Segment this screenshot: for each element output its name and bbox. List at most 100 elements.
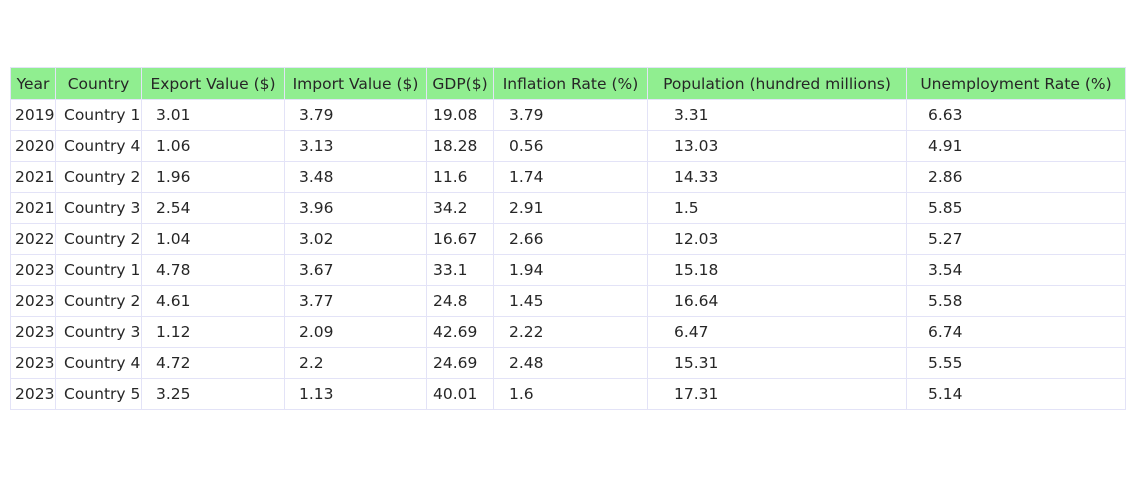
table-cell: Country 2 (55, 223, 142, 255)
table-cell: 18.28 (426, 130, 494, 162)
table-row: 2023 Country 5 3.25 1.13 40.01 1.6 17.31 5.14 (10, 378, 1126, 410)
column-header-country: Country (55, 67, 142, 100)
column-header-import-value: Import Value ($) (284, 67, 427, 100)
column-header-inflation-rate: Inflation Rate (%) (493, 67, 648, 100)
table-cell: 1.96 (141, 161, 285, 193)
table-cell: 1.6 (493, 378, 648, 410)
table-cell: 12.03 (647, 223, 907, 255)
table-cell: 34.2 (426, 192, 494, 224)
table-cell: Country 4 (55, 347, 142, 379)
table-cell: Country 5 (55, 378, 142, 410)
table-cell: 2.2 (284, 347, 427, 379)
table-cell: Country 1 (55, 99, 142, 131)
table-cell: 3.54 (906, 254, 1126, 286)
table-row: 2019 Country 1 3.01 3.79 19.08 3.79 3.31 6.63 (10, 99, 1126, 131)
table-cell: 4.72 (141, 347, 285, 379)
table-cell: 2.91 (493, 192, 648, 224)
table-cell: 0.56 (493, 130, 648, 162)
table-cell: 19.08 (426, 99, 494, 131)
table-cell: 2023 (10, 347, 56, 379)
table-cell: Country 3 (55, 316, 142, 348)
table-row: 2022 Country 2 1.04 3.02 16.67 2.66 12.03 5.27 (10, 223, 1126, 255)
table-header-row: Year Country Export Value ($) Import Val… (10, 67, 1126, 100)
table-row: 2023 Country 3 1.12 2.09 42.69 2.22 6.47 6.74 (10, 316, 1126, 348)
table-cell: 15.18 (647, 254, 907, 286)
table-cell: 3.79 (284, 99, 427, 131)
table-cell: Country 1 (55, 254, 142, 286)
table-cell: 1.45 (493, 285, 648, 317)
table-cell: 6.63 (906, 99, 1126, 131)
table-cell: 3.13 (284, 130, 427, 162)
table-cell: 5.55 (906, 347, 1126, 379)
table-cell: 13.03 (647, 130, 907, 162)
table-cell: 3.48 (284, 161, 427, 193)
table-cell: 1.94 (493, 254, 648, 286)
table-cell: 24.69 (426, 347, 494, 379)
table-cell: Country 2 (55, 285, 142, 317)
table-cell: Country 4 (55, 130, 142, 162)
table-cell: 11.6 (426, 161, 494, 193)
table-cell: 2.22 (493, 316, 648, 348)
table-row: 2023 Country 1 4.78 3.67 33.1 1.94 15.18 3.54 (10, 254, 1126, 286)
table-cell: 4.78 (141, 254, 285, 286)
table-cell: 15.31 (647, 347, 907, 379)
table-cell: 24.8 (426, 285, 494, 317)
table-cell: 3.77 (284, 285, 427, 317)
table-cell: 2.54 (141, 192, 285, 224)
table-cell: 2.86 (906, 161, 1126, 193)
table-cell: Country 2 (55, 161, 142, 193)
table-cell: 1.04 (141, 223, 285, 255)
table-cell: 40.01 (426, 378, 494, 410)
column-header-gdp: GDP($) (426, 67, 494, 100)
table-cell: 33.1 (426, 254, 494, 286)
table-cell: 2023 (10, 378, 56, 410)
table-row: 2021 Country 2 1.96 3.48 11.6 1.74 14.33 2.86 (10, 161, 1126, 193)
table-cell: 2020 (10, 130, 56, 162)
table-row: 2023 Country 2 4.61 3.77 24.8 1.45 16.64 5.58 (10, 285, 1126, 317)
table-row: 2023 Country 4 4.72 2.2 24.69 2.48 15.31 5.55 (10, 347, 1126, 379)
table-body: 2019 Country 1 3.01 3.79 19.08 3.79 3.31 6.63 20… (10, 99, 1126, 410)
table-cell: 5.58 (906, 285, 1126, 317)
table-cell: 5.85 (906, 192, 1126, 224)
table-cell: 17.31 (647, 378, 907, 410)
column-header-year: Year (10, 67, 56, 100)
table-cell: 1.13 (284, 378, 427, 410)
table-cell: 3.67 (284, 254, 427, 286)
data-table-container: Year Country Export Value ($) Import Val… (10, 67, 1126, 410)
table-cell: 3.01 (141, 99, 285, 131)
table-cell: 1.74 (493, 161, 648, 193)
column-header-population: Population (hundred millions) (647, 67, 907, 100)
table-cell: 3.79 (493, 99, 648, 131)
table-cell: 2023 (10, 254, 56, 286)
table-cell: 2.66 (493, 223, 648, 255)
table-row: 2021 Country 3 2.54 3.96 34.2 2.91 1.5 5.85 (10, 192, 1126, 224)
table-cell: 3.02 (284, 223, 427, 255)
table-cell: 2021 (10, 161, 56, 193)
table-cell: 1.12 (141, 316, 285, 348)
table-cell: 14.33 (647, 161, 907, 193)
table-cell: 3.31 (647, 99, 907, 131)
table-cell: 5.14 (906, 378, 1126, 410)
table-cell: 1.5 (647, 192, 907, 224)
table-cell: 6.47 (647, 316, 907, 348)
table-cell: 4.61 (141, 285, 285, 317)
table-cell: 16.64 (647, 285, 907, 317)
table-cell: Country 3 (55, 192, 142, 224)
data-table: Year Country Export Value ($) Import Val… (10, 67, 1126, 410)
column-header-unemployment-rate: Unemployment Rate (%) (906, 67, 1126, 100)
table-row: 2020 Country 4 1.06 3.13 18.28 0.56 13.03 4.91 (10, 130, 1126, 162)
table-cell: 3.25 (141, 378, 285, 410)
table-cell: 2022 (10, 223, 56, 255)
table-cell: 2023 (10, 285, 56, 317)
table-cell: 4.91 (906, 130, 1126, 162)
column-header-export-value: Export Value ($) (141, 67, 285, 100)
table-cell: 1.06 (141, 130, 285, 162)
table-cell: 2021 (10, 192, 56, 224)
table-cell: 42.69 (426, 316, 494, 348)
table-cell: 2.09 (284, 316, 427, 348)
table-cell: 2023 (10, 316, 56, 348)
table-cell: 16.67 (426, 223, 494, 255)
table-cell: 5.27 (906, 223, 1126, 255)
table-cell: 2019 (10, 99, 56, 131)
table-cell: 6.74 (906, 316, 1126, 348)
